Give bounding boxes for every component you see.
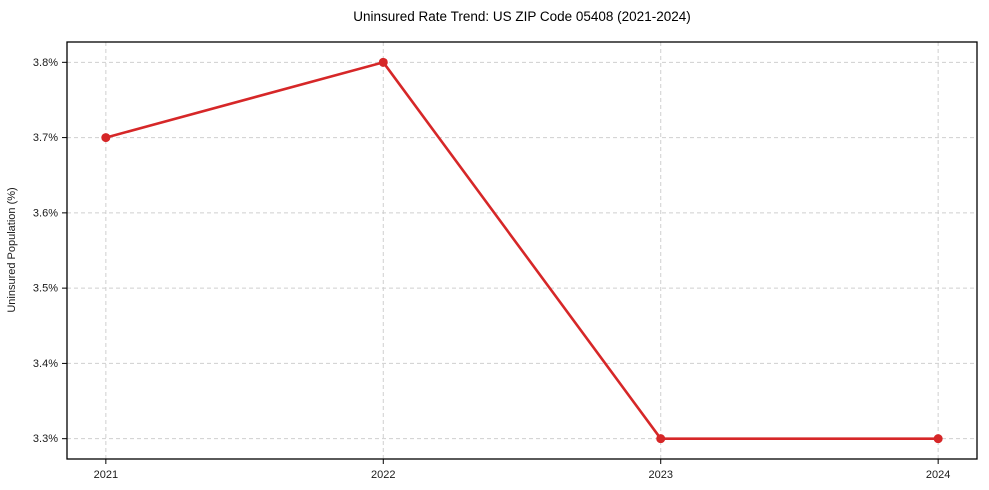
x-tick-label: 2023 <box>648 469 672 481</box>
plot-area: 3.3% 3.4% 3.5% 3.6% 3.7% 3.8% 2021 2022 2023 2024 <box>33 41 978 481</box>
y-tick-label: 3.4% <box>33 358 58 370</box>
x-tick-label: 2022 <box>371 469 395 481</box>
data-point <box>933 434 943 444</box>
y-axis-label: Uninsured Population (%) <box>6 187 18 312</box>
chart-title: Uninsured Rate Trend: US ZIP Code 05408 … <box>353 9 690 24</box>
y-tick-label: 3.8% <box>33 57 58 69</box>
data-point <box>101 133 111 143</box>
y-tick-label: 3.6% <box>33 207 58 219</box>
y-tick-label: 3.5% <box>33 283 58 295</box>
data-point <box>656 434 666 444</box>
trend-line <box>104 61 940 440</box>
x-tick-label: 2024 <box>926 469 950 481</box>
y-tick-label: 3.3% <box>33 433 58 445</box>
plot-border <box>66 41 978 460</box>
y-tick-label: 3.7% <box>33 132 58 144</box>
data-point <box>378 57 388 67</box>
x-tick-label: 2021 <box>94 469 118 481</box>
